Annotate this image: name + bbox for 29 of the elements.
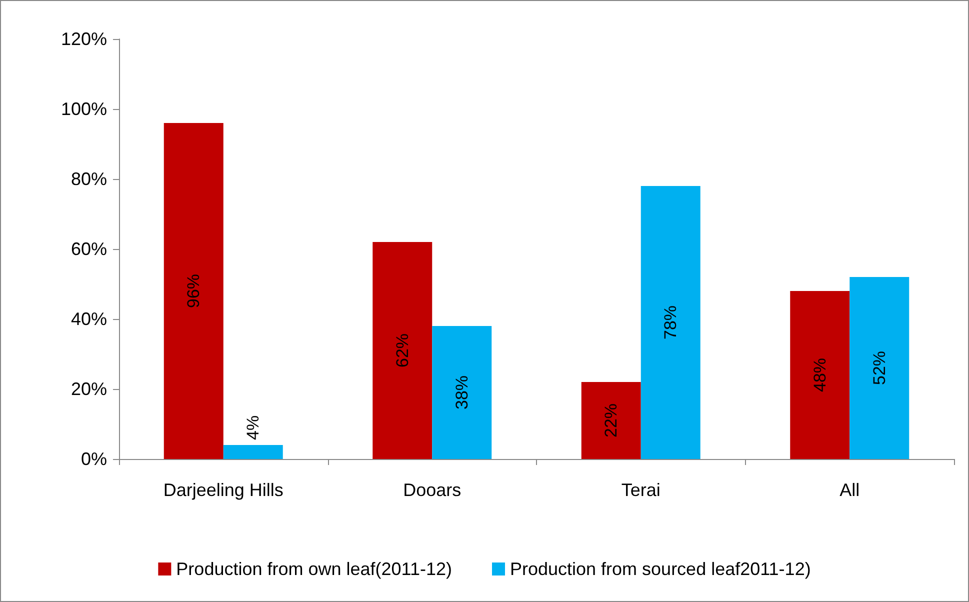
data-label: 22% — [602, 403, 621, 438]
data-label: 4% — [244, 415, 263, 440]
x-tick-label: Terai — [621, 480, 660, 500]
y-tick-label: 100% — [60, 99, 107, 119]
data-label: 52% — [870, 350, 889, 386]
y-tick-label: 120% — [60, 29, 107, 49]
y-tick-label: 0% — [80, 449, 107, 469]
bar — [581, 382, 641, 459]
bar — [164, 123, 224, 459]
bar — [223, 445, 283, 459]
data-label: 38% — [452, 375, 472, 410]
x-tick-label: Dooars — [403, 480, 462, 500]
x-tick-label: Darjeeling Hills — [163, 480, 284, 500]
bar — [790, 291, 850, 459]
data-label: 62% — [392, 333, 412, 368]
y-tick-label: 60% — [70, 239, 107, 259]
bar — [640, 186, 700, 459]
y-tick-label: 80% — [70, 169, 107, 189]
data-label: 78% — [661, 305, 680, 340]
bar — [372, 242, 432, 459]
bar — [432, 326, 492, 459]
legend-label: Production from own leaf(2011-12) — [176, 559, 452, 579]
x-tick-label: All — [840, 480, 860, 500]
data-label: 48% — [810, 358, 830, 392]
legend-label: Production from sourced leaf2011-12) — [510, 559, 811, 579]
y-tick-label: 20% — [70, 379, 107, 399]
data-label: 96% — [184, 274, 204, 308]
bar — [850, 277, 910, 459]
y-tick-label: 40% — [70, 309, 107, 329]
